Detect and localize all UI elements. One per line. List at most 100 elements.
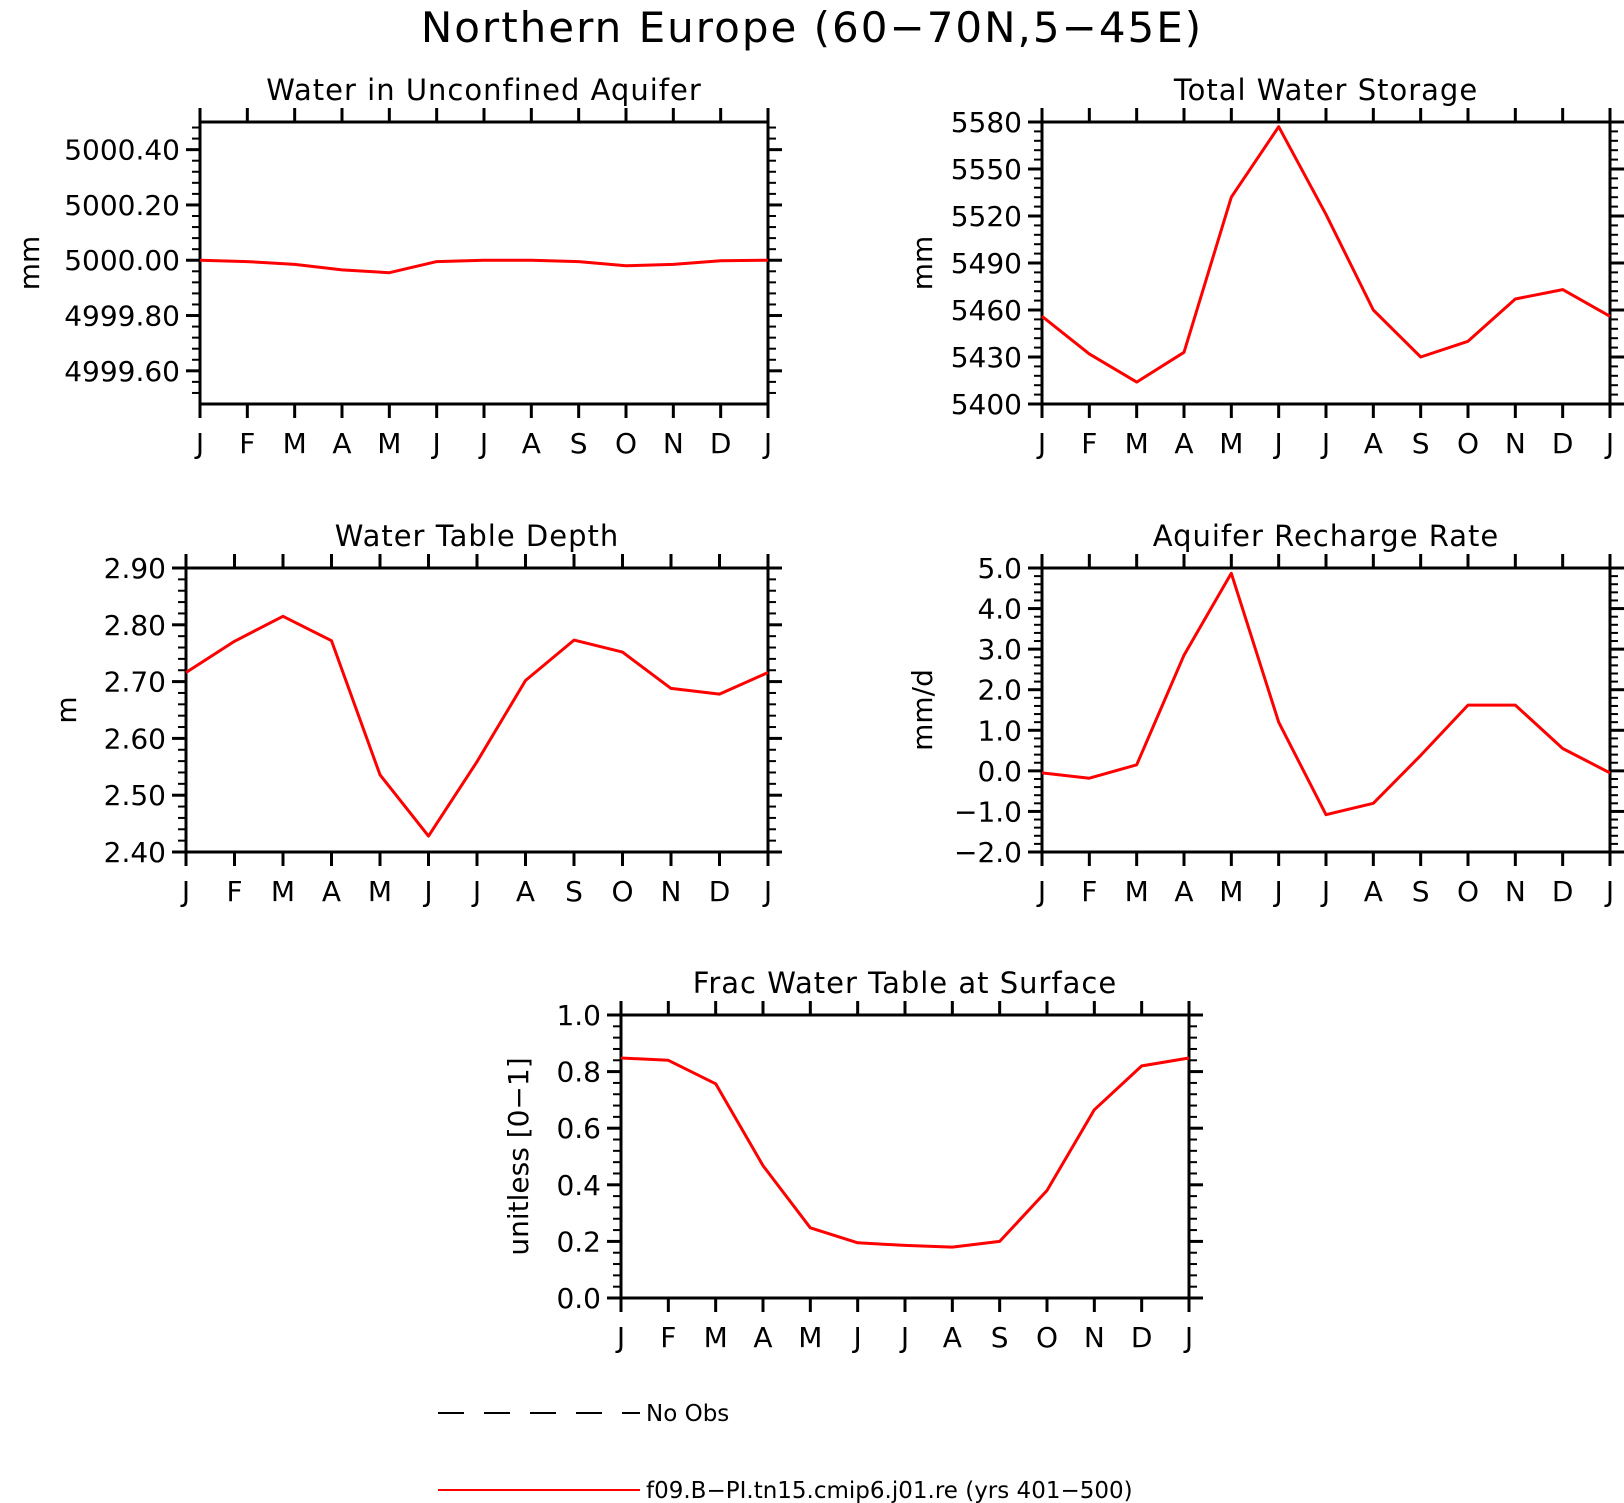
- x-tick-label: A: [1174, 875, 1193, 908]
- x-tick-label: J: [478, 427, 488, 460]
- x-tick-label: F: [1081, 427, 1097, 460]
- y-tick-label: 5000.40: [64, 134, 180, 167]
- x-tick-label: M: [798, 1321, 822, 1354]
- y-tick-label: 3.0: [977, 633, 1022, 666]
- y-tick-label: 2.70: [104, 666, 166, 699]
- chart-title: Water Table Depth: [335, 519, 620, 553]
- x-tick-label: N: [1505, 875, 1526, 908]
- x-tick-label: A: [332, 427, 351, 460]
- y-tick-label: 4999.60: [64, 355, 180, 388]
- y-tick-label: 5460: [951, 294, 1022, 327]
- x-tick-label: D: [1552, 875, 1574, 908]
- figure-title: Northern Europe (60−70N,5−45E): [421, 3, 1203, 52]
- x-tick-label: A: [522, 427, 541, 460]
- y-tick-label: 5400: [951, 388, 1022, 421]
- x-tick-label: J: [180, 875, 190, 908]
- x-tick-label: O: [1036, 1321, 1058, 1354]
- y-tick-label: 4.0: [977, 593, 1022, 626]
- chart-title: Aquifer Recharge Rate: [1153, 519, 1500, 553]
- x-tick-label: J: [615, 1321, 625, 1354]
- x-tick-label: J: [1036, 875, 1046, 908]
- y-tick-label: 2.80: [104, 609, 166, 642]
- x-tick-label: F: [226, 875, 242, 908]
- x-tick-label: S: [1412, 875, 1430, 908]
- y-tick-label: 5580: [951, 106, 1022, 139]
- x-tick-label: F: [1081, 875, 1097, 908]
- series-line-0: [199, 258, 769, 275]
- x-tick-label: O: [1457, 875, 1479, 908]
- plot-frame: [184, 566, 770, 854]
- x-tick-label: S: [1412, 427, 1430, 460]
- x-tick-label: A: [943, 1321, 962, 1354]
- x-tick-label: N: [1505, 427, 1526, 460]
- x-tick-label: J: [1273, 875, 1283, 908]
- x-tick-label: J: [431, 427, 441, 460]
- x-tick-label: D: [710, 427, 732, 460]
- y-axis-label: mm/d: [906, 669, 939, 751]
- y-tick-label: 5.0: [977, 552, 1022, 585]
- x-tick-label: J: [1036, 427, 1046, 460]
- x-tick-label: M: [368, 875, 392, 908]
- y-axis-label: m: [50, 696, 83, 723]
- y-tick-label: 1.0: [556, 999, 601, 1032]
- series-line-0: [185, 614, 769, 838]
- x-tick-label: O: [611, 875, 633, 908]
- y-tick-label: −1.0: [954, 795, 1022, 828]
- x-tick-label: D: [1131, 1321, 1153, 1354]
- x-tick-label: S: [565, 875, 583, 908]
- x-tick-label: O: [1457, 427, 1479, 460]
- x-tick-label: F: [660, 1321, 676, 1354]
- y-tick-label: 2.90: [104, 552, 166, 585]
- x-tick-label: J: [1604, 875, 1614, 908]
- x-tick-label: J: [1273, 427, 1283, 460]
- y-tick-label: 2.40: [104, 836, 166, 869]
- x-tick-label: J: [899, 1321, 909, 1354]
- chart-water-in-unconfined-aquifer: J F M A M J J A S O N D J4999.604999.805000.005000.2…: [13, 73, 782, 460]
- legend-item-no-obs: No Obs: [438, 1401, 729, 1427]
- y-tick-label: 0.2: [556, 1225, 601, 1258]
- y-tick-label: 5490: [951, 247, 1022, 280]
- x-tick-label: N: [663, 427, 684, 460]
- x-tick-label: D: [1552, 427, 1574, 460]
- x-tick-label: J: [1320, 875, 1330, 908]
- x-tick-label: J: [1320, 427, 1330, 460]
- x-tick-label: J: [1183, 1321, 1193, 1354]
- x-tick-label: J: [194, 427, 204, 460]
- y-tick-label: 5430: [951, 341, 1022, 374]
- x-tick-label: N: [661, 875, 682, 908]
- y-tick-label: 0.0: [556, 1282, 601, 1315]
- x-tick-label: A: [1364, 427, 1383, 460]
- y-tick-label: 0.0: [977, 755, 1022, 788]
- x-tick-label: J: [471, 875, 481, 908]
- y-tick-label: 5000.20: [64, 189, 180, 222]
- chart-aquifer-recharge-rate: J F M A M J J A S O N D J−2.0−1.00.01.02.03.04.05.0A…: [906, 519, 1624, 908]
- chart-water-table-depth: J F M A M J J A S O N D J2.402.502.602.702.802.90Wat…: [50, 519, 782, 908]
- legend-label-model-run: f09.B−PI.tn15.cmip6.j01.re (yrs 401−500): [646, 1478, 1133, 1503]
- x-tick-label: S: [570, 427, 588, 460]
- x-tick-label: J: [852, 1321, 862, 1354]
- x-tick-label: A: [1174, 427, 1193, 460]
- x-tick-label: M: [271, 875, 295, 908]
- y-axis-label: unitless [0−1]: [502, 1057, 535, 1255]
- y-axis-label: mm: [906, 236, 939, 291]
- x-tick-label: J: [1604, 427, 1614, 460]
- x-tick-label: M: [1219, 427, 1243, 460]
- legend: No Obs f09.B−PI.tn15.cmip6.j01.re (yrs 4…: [438, 1401, 1133, 1503]
- x-tick-label: S: [991, 1321, 1009, 1354]
- chart-total-water-storage: J F M A M J J A S O N D J540054305460549055205550558…: [906, 73, 1624, 460]
- plot-frame: [1040, 566, 1612, 854]
- x-tick-label: F: [239, 427, 255, 460]
- y-axis-label: mm: [13, 236, 46, 291]
- x-tick-label: O: [615, 427, 637, 460]
- y-tick-label: 1.0: [977, 714, 1022, 747]
- y-tick-label: 2.50: [104, 779, 166, 812]
- legend-label-no-obs: No Obs: [646, 1401, 729, 1427]
- x-tick-label: M: [1219, 875, 1243, 908]
- x-tick-label: M: [283, 427, 307, 460]
- y-tick-label: 4999.80: [64, 300, 180, 333]
- x-tick-label: D: [709, 875, 731, 908]
- plot-frame: [1040, 120, 1612, 406]
- y-tick-label: 5550: [951, 153, 1022, 186]
- y-tick-label: 5520: [951, 200, 1022, 233]
- x-tick-label: M: [1125, 427, 1149, 460]
